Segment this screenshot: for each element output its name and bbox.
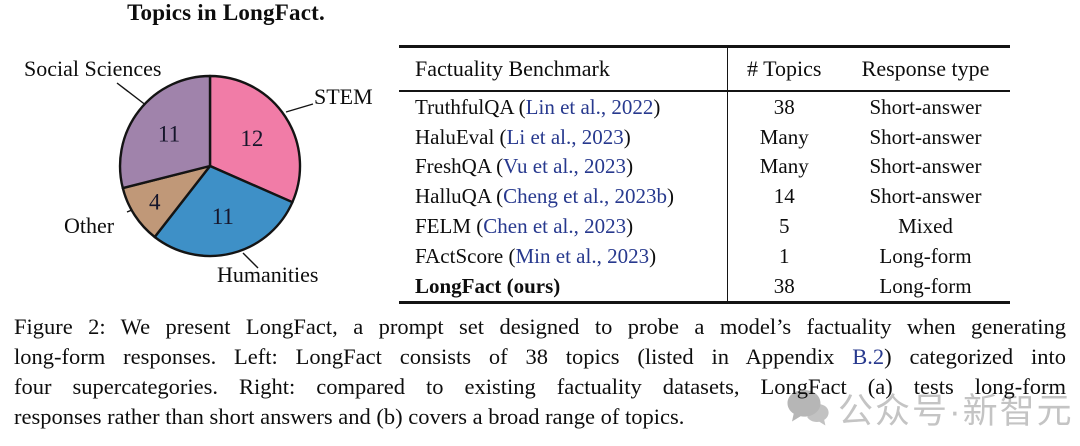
- table-row: FreshQA (Vu et al., 2023) Many Short-answe…: [399, 151, 1010, 182]
- benchmark-cell: LongFact (ours): [399, 270, 728, 303]
- caption-text: responses rather than short answers and …: [14, 404, 685, 429]
- caption-text: long-form responses. Left: LongFact cons…: [14, 344, 853, 369]
- benchmark-cell: FELM (Chen et al., 2023): [399, 211, 728, 241]
- topics-cell: Many: [759, 154, 809, 179]
- pie-value-label: 11: [212, 204, 234, 229]
- table-row: HalluQA (Cheng et al., 2023b) 14 Short-ans…: [399, 181, 1010, 212]
- benchmark-name-suffix: ): [653, 94, 661, 119]
- caption-line-2: long-form responses. Left: LongFact cons…: [14, 342, 1066, 372]
- watermark-text: 公众号·新智元: [838, 392, 1074, 431]
- pie-label-other: Other: [64, 213, 115, 238]
- response-type-cell: Long-form: [879, 243, 972, 268]
- caption-text: Figure 2: We present LongFact, a prompt …: [14, 314, 1066, 339]
- benchmark-name-suffix: ): [666, 184, 674, 209]
- pie-label-humanities: Humanities: [217, 262, 319, 287]
- benchmark-name: TruthfulQA (: [415, 94, 526, 119]
- response-type-cell: Short-answer: [869, 154, 982, 179]
- watermark: 公众号·新智元: [786, 383, 1074, 434]
- chat-bubbles-icon: [787, 389, 829, 425]
- benchmark-cell: TruthfulQA (Lin et al., 2022): [399, 91, 728, 122]
- topics-cell: 1: [779, 243, 790, 268]
- topics-cell: 38: [773, 94, 795, 119]
- table-row: LongFact (ours) 38 Long-form: [399, 270, 1010, 303]
- pie-label-social-sciences: Social Sciences: [24, 56, 162, 81]
- topics-cell: 5: [779, 214, 790, 239]
- benchmark-name-suffix: ): [626, 214, 634, 239]
- topics-cell: 14: [773, 184, 795, 209]
- response-type-cell: Long-form: [879, 273, 972, 298]
- benchmark-name-suffix: ): [623, 124, 631, 149]
- benchmark-name-suffix: ): [649, 243, 657, 268]
- table-row: FELM (Chen et al., 2023) 5 Mixed: [399, 211, 1010, 241]
- table-row: TruthfulQA (Lin et al., 2022) 38 Short-ans…: [399, 91, 1010, 122]
- citation-link[interactable]: Cheng et al., 2023b: [503, 184, 667, 209]
- table-header-row: Factuality Benchmark # Topics Response t…: [399, 46, 1010, 92]
- pie-slice-humanities: [153, 164, 294, 258]
- citation-link[interactable]: Min et al., 2023: [515, 243, 650, 268]
- table-row: HaluEval (Li et al., 2023) Many Short-answ…: [399, 121, 1010, 152]
- caption-line-1: Figure 2: We present LongFact, a prompt …: [14, 312, 1066, 342]
- pie-chart-title: Topics in LongFact.: [127, 0, 325, 25]
- benchmark-cell: FActScore (Min et al., 2023): [399, 240, 728, 271]
- topics-cell: Many: [759, 124, 809, 149]
- benchmark-cell: HalluQA (Cheng et al., 2023b): [399, 181, 728, 212]
- caption-text: ) categorized into: [884, 344, 1066, 369]
- caption-line-4: responses rather than short answers and …: [14, 402, 1066, 432]
- response-type-cell: Short-answer: [869, 124, 982, 149]
- pie-label-stem: STEM: [314, 84, 373, 109]
- citation-link[interactable]: Lin et al., 2022: [525, 94, 654, 119]
- pie-value-label: 12: [240, 126, 263, 151]
- pie-slice-social-sciences: [118, 74, 212, 190]
- topics-cell: 38: [773, 273, 795, 298]
- leader-line-social-sciences: [116, 82, 148, 107]
- leader-line-stem: [285, 103, 314, 113]
- figure-caption: Figure 2: We present LongFact, a prompt …: [14, 312, 1066, 432]
- caption-text: four supercategories. Right: compared to…: [14, 374, 1066, 399]
- benchmark-name: FELM (: [415, 214, 484, 239]
- benchmark-name: HaluEval (: [415, 124, 507, 149]
- response-type-cell: Short-answer: [869, 94, 982, 119]
- pie-slice-stem: [208, 74, 302, 204]
- benchmark-cell: FreshQA (Vu et al., 2023): [399, 151, 728, 182]
- leader-line-humanities: [242, 252, 259, 269]
- pie-chart: 12 11 4 11: [116, 74, 314, 269]
- pie-value-label: 4: [149, 190, 161, 215]
- citation-link[interactable]: Vu et al., 2023: [503, 154, 627, 179]
- caption-line-3: four supercategories. Right: compared to…: [14, 372, 1066, 402]
- benchmark-name: FreshQA (: [415, 154, 504, 179]
- citation-link[interactable]: Li et al., 2023: [506, 124, 624, 149]
- header-response-type: Response type: [841, 46, 1010, 92]
- pie-value-label: 11: [158, 122, 180, 147]
- response-type-cell: Short-answer: [869, 184, 982, 209]
- header-factuality-benchmark: Factuality Benchmark: [399, 46, 728, 92]
- appendix-b2-link[interactable]: B.2: [852, 344, 885, 369]
- response-type-cell: Mixed: [898, 214, 953, 239]
- citation-link[interactable]: Chen et al., 2023: [483, 214, 627, 239]
- header-num-topics: # Topics: [727, 46, 841, 92]
- benchmark-name: FActScore (: [415, 243, 516, 268]
- benchmark-cell: HaluEval (Li et al., 2023): [399, 121, 728, 152]
- table-row: FActScore (Min et al., 2023) 1 Long-form: [399, 240, 1010, 271]
- benchmark-name: HalluQA (: [415, 184, 504, 209]
- benchmark-table: Factuality Benchmark # Topics Response t…: [399, 45, 1010, 304]
- benchmark-name-suffix: ): [626, 154, 634, 179]
